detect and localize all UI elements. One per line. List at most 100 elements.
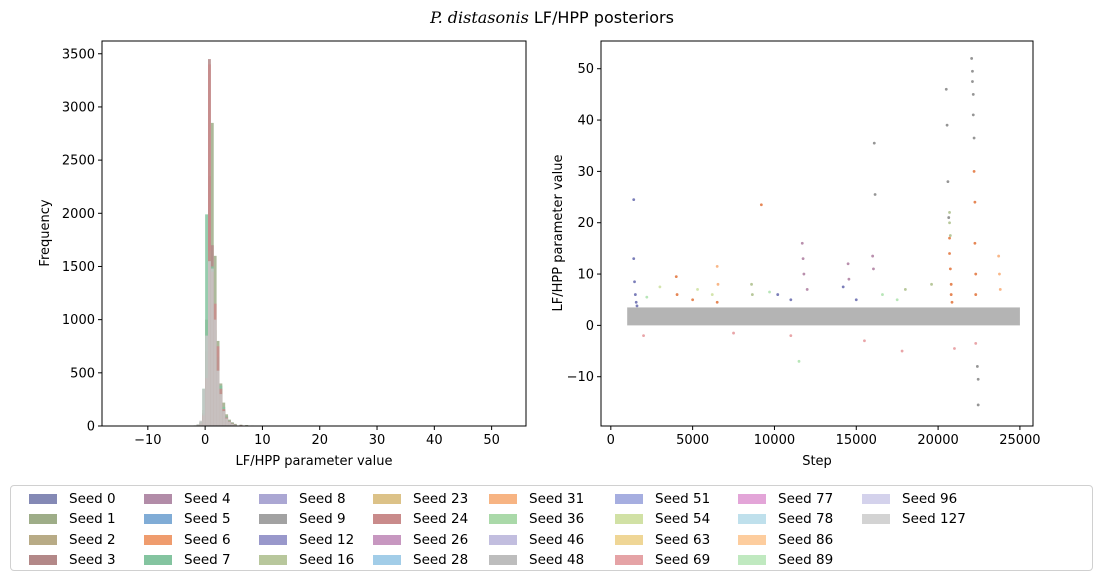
scatter-point [873,193,877,196]
x-tick-label: 20000 [917,433,958,448]
legend-swatch [29,494,57,504]
legend-entry: Seed 31 [489,489,584,509]
legend-label: Seed 3 [69,552,116,568]
scatter-point [797,359,801,363]
scatter-point [895,298,899,302]
scatter-point [903,288,907,291]
legend-swatch [373,555,401,565]
scatter-point [696,288,699,291]
scatter-point [750,293,754,296]
legend-swatch [29,555,57,565]
legend-label: Seed 12 [299,532,355,548]
y-tick-label: 1500 [62,260,95,275]
legend-entry: Seed 51 [615,489,710,509]
x-tick-label: −10 [134,433,161,448]
legend-entry: Seed 86 [738,530,833,550]
legend-label: Seed 78 [778,511,834,527]
scatter-point [658,285,662,289]
histogram-bar [208,64,211,426]
legend-label: Seed 54 [655,511,711,527]
scatter-point [971,92,975,96]
x-tick-label: 0 [607,433,615,448]
legend-label: Seed 36 [529,511,585,527]
legend-label: Seed 46 [529,532,585,548]
legend-entry: Seed 77 [738,489,833,509]
histogram-chart: −10 0 10 20 30 40 50 0500100015002000250030003… [38,40,1041,469]
scatter-point [948,236,951,240]
histogram-x-ticks: −10 0 10 20 30 40 50 [134,426,500,448]
scatter-point [948,267,952,271]
scatter-point [750,282,753,286]
legend-swatch [373,535,401,545]
legend-label: Seed 48 [529,552,585,568]
legend-swatch [738,514,766,524]
histogram-bars [190,59,272,426]
scatter-point [863,339,866,343]
legend-label: Seed 7 [184,552,231,568]
scatter-point [633,280,636,284]
y-tick-label: 40 [577,114,594,129]
legend-label: Seed 2 [69,532,116,548]
legend-swatch [259,514,287,524]
scatter-point [972,169,976,173]
scatter-point [972,136,976,140]
legend-swatch [615,514,643,524]
x-tick-label: 25000 [999,433,1040,448]
legend-label: Seed 86 [778,532,834,548]
scatter-point [776,293,780,296]
scatter-point [948,211,951,214]
histogram-bar [225,418,229,426]
scatter-y-ticks: −10 0 10 20 30 40 50 [567,62,601,385]
legend-label: Seed 4 [184,491,231,507]
scatter-point [946,180,950,184]
legend-label: Seed 28 [413,552,469,568]
legend-label: Seed 0 [69,491,116,507]
legend-swatch [489,535,517,545]
scatter-point [632,198,636,202]
legend-entry: Seed 4 [144,489,231,509]
scatter-point [998,272,1001,276]
legend-label: Seed 24 [413,511,469,527]
y-tick-label: 50 [577,62,594,77]
legend-entry: Seed 1 [29,509,116,529]
legend-label: Seed 6 [184,532,231,548]
scatter-x-label: Step [802,454,832,469]
legend-swatch [862,494,890,504]
legend-label: Seed 63 [655,532,711,548]
scatter-point [872,141,876,145]
legend-label: Seed 5 [184,511,231,527]
y-tick-label: 2000 [62,207,95,222]
histogram-bar [196,424,200,426]
histogram-bar [233,424,237,426]
legend-label: Seed 9 [299,511,346,527]
scatter-point [691,298,695,302]
legend-entry: Seed 28 [373,550,468,570]
scatter-point [633,293,637,296]
scatter-point [632,257,636,261]
legend-entry: Seed 36 [489,509,584,529]
scatter-point [998,288,1002,291]
scatter-point [716,282,720,286]
scatter-point [950,300,954,304]
scatter-point [948,221,951,225]
scatter-point [789,298,793,302]
histogram-frame [101,40,527,427]
scatter-point [846,262,850,266]
scatter-point [949,282,953,286]
legend-entry: Seed 12 [259,530,354,550]
legend-entry: Seed 24 [373,509,468,529]
legend-entry: Seed 63 [615,530,710,550]
histogram-bar [208,261,211,426]
legend-entry: Seed 89 [738,550,833,570]
scatter-point [759,203,763,207]
legend-entry: Seed 127 [862,509,966,529]
legend-label: Seed 16 [299,552,355,568]
scatter-point [974,293,978,296]
y-tick-label: 0 [586,319,594,334]
scatter-point [800,241,804,245]
x-tick-label: 20 [311,433,328,448]
legend-label: Seed 89 [778,552,834,568]
scatter-point [974,341,978,345]
title-species: P. distasonis [430,8,529,27]
legend-swatch [738,555,766,565]
